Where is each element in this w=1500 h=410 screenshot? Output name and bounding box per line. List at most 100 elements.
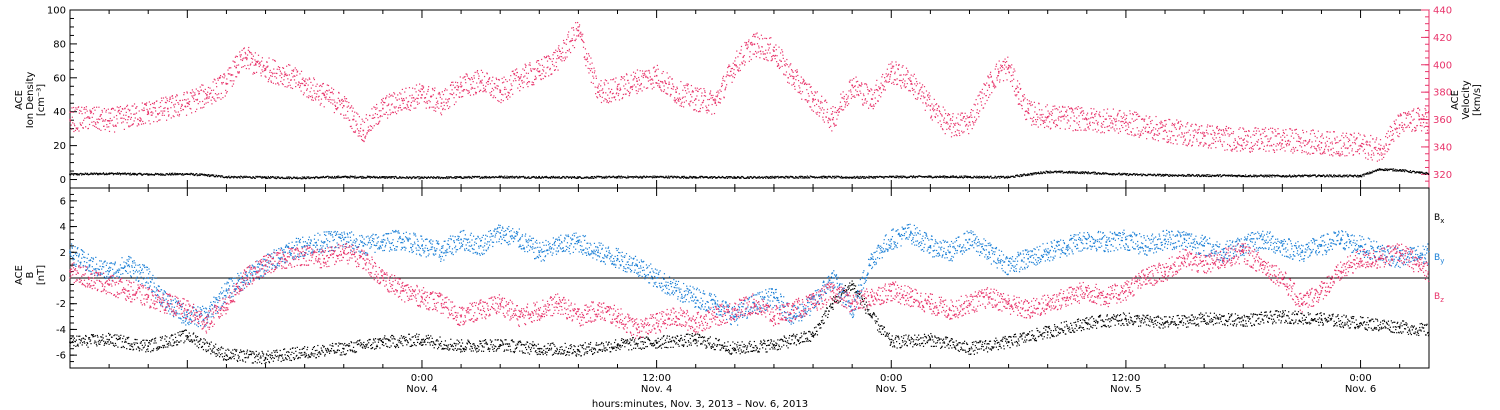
velocity-point [164,107,166,109]
velocity-data-point [1398,124,1401,126]
density-point [216,174,218,177]
density-point [192,173,194,175]
velocity-point [715,99,717,101]
velocity-point [539,70,541,72]
velocity-point [237,64,240,66]
density-point [931,176,933,178]
density-point [747,177,749,179]
velocity-point [503,88,506,91]
density-point [393,177,396,180]
density-point [873,177,875,179]
velocity-point [622,93,624,96]
velocity-point [856,94,858,96]
velocity-point [529,62,531,64]
velocity-point [343,117,345,119]
density-point [671,175,673,177]
velocity-point [436,101,438,104]
velocity-point [81,106,83,108]
velocity-point [840,93,842,95]
density-point [112,174,115,176]
velocity-point [598,83,600,85]
velocity-point [970,112,972,114]
density-point [738,177,740,179]
density-point [1128,173,1131,176]
velocity-point [526,81,529,84]
velocity-point [347,110,349,113]
density-point [831,177,833,179]
density-point [786,177,789,179]
density-point [505,177,508,179]
velocity-point [751,41,753,44]
density-point [193,174,195,177]
velocity-point [993,83,995,85]
velocity-point [264,75,266,77]
velocity-point [602,88,604,90]
velocity-point [446,89,448,91]
velocity-point [935,103,937,106]
density-point [718,175,720,178]
density-point [437,177,439,179]
velocity-point [908,89,910,92]
velocity-point [313,77,315,79]
velocity-point [252,55,255,57]
velocity-point [324,91,326,93]
velocity-point [207,86,210,89]
velocity-point [633,78,635,80]
velocity-point [412,100,414,102]
density-point [966,177,969,179]
density-point [239,177,241,179]
density-point [367,176,369,178]
density-point [1391,168,1393,170]
velocity-point [512,70,514,72]
velocity-point [947,123,949,125]
density-point [360,177,363,179]
velocity-point [996,77,998,79]
velocity-point [149,123,151,125]
velocity-point [73,130,75,133]
density-point [734,177,736,179]
velocity-point [141,109,143,111]
density-point [954,175,956,178]
velocity-point [608,97,610,99]
velocity-point [70,124,72,126]
velocity-point [703,88,705,90]
velocity-point [219,74,222,77]
density-point [1031,173,1033,175]
velocity-point [357,113,359,115]
density-point [1384,168,1386,170]
velocity-point [324,96,326,99]
velocity-point [113,131,116,133]
velocity-point [871,105,873,107]
velocity-point [302,83,304,85]
density-point [983,177,986,179]
velocity-point [553,51,555,54]
density-point [375,177,377,179]
velocity-point [855,81,858,83]
velocity-point [494,86,496,88]
density-point [170,174,172,176]
velocity-point [824,99,827,101]
density-point [735,176,737,179]
velocity-point [277,82,279,84]
velocity-point [603,100,605,102]
density-point [69,174,72,176]
density-point [338,175,340,177]
velocity-point [690,93,692,96]
velocity-point [958,130,960,132]
velocity-point [271,71,273,74]
density-point [1334,176,1336,178]
density-point [576,177,578,180]
velocity-point [858,84,860,86]
velocity-point [806,89,808,91]
density-point [1033,173,1036,175]
velocity-point [645,76,647,78]
velocity-point [221,83,223,85]
velocity-point [231,80,233,82]
velocity-point [192,98,195,100]
velocity-point [317,96,319,98]
velocity-point [384,102,386,104]
density-point [965,176,967,178]
density-point [383,177,386,179]
velocity-data-point [225,83,228,85]
velocity-point [385,98,387,100]
